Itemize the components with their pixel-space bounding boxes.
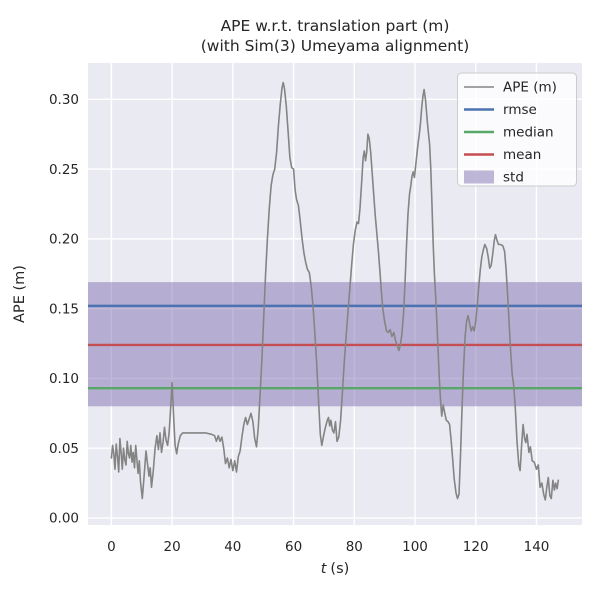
x-tick-label: 100 [402, 539, 428, 555]
legend-label-ape: APE (m) [503, 80, 557, 96]
x-tick-labels: 0 20 40 60 80 100 120 140 [107, 539, 549, 555]
x-tick-label: 20 [164, 539, 181, 555]
y-tick-label: 0.20 [49, 232, 79, 248]
y-tick-label: 0.30 [49, 92, 79, 108]
legend-item-median: median [464, 125, 554, 141]
y-tick-labels: 0.00 0.05 0.10 0.15 0.20 0.25 0.30 [49, 92, 79, 527]
legend-label-mean: mean [503, 147, 541, 163]
x-tick-label: 80 [346, 539, 363, 555]
legend-item-mean: mean [464, 147, 541, 163]
x-tick-label: 60 [285, 539, 302, 555]
x-axis-label: t (s) [321, 561, 350, 577]
legend-label-median: median [503, 125, 554, 141]
y-axis-label: APE (m) [12, 265, 28, 323]
y-tick-label: 0.25 [49, 162, 79, 178]
legend-box [457, 72, 577, 187]
legend-item-std: std [464, 170, 524, 186]
legend-label-rmse: rmse [503, 102, 537, 118]
x-tick-label: 40 [224, 539, 241, 555]
x-tick-label: 0 [107, 539, 116, 555]
x-tick-label: 140 [524, 539, 550, 555]
y-tick-label: 0.00 [49, 511, 79, 527]
x-axis-label-unit: (s) [330, 561, 349, 577]
y-tick-label: 0.10 [49, 371, 79, 387]
chart-title-line1: APE w.r.t. translation part (m) [221, 17, 450, 35]
y-tick-label: 0.15 [49, 301, 79, 317]
legend-item-ape: APE (m) [464, 80, 557, 96]
legend: APE (m) rmse median mean std [457, 72, 577, 187]
ape-line [110, 81, 560, 501]
legend-item-rmse: rmse [464, 102, 537, 118]
x-tick-label: 120 [463, 539, 489, 555]
x-axis-label-math-t: t [321, 561, 328, 577]
chart-title-line2: (with Sim(3) Umeyama alignment) [201, 37, 470, 55]
y-tick-label: 0.05 [49, 441, 79, 457]
legend-swatch-std [464, 170, 494, 184]
legend-label-std: std [503, 170, 524, 186]
stat-lines [88, 304, 582, 390]
